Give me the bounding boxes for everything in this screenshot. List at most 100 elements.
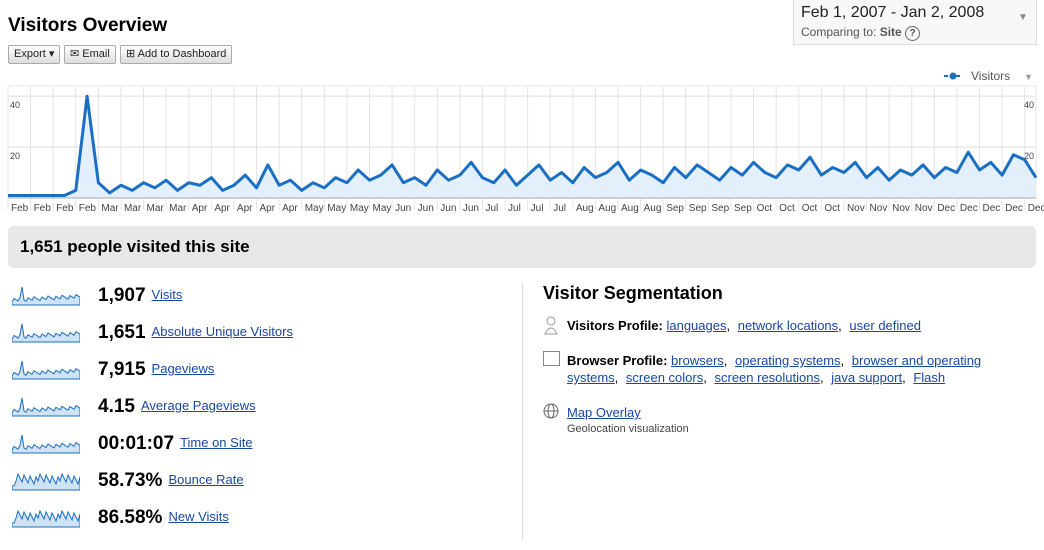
x-tick-label: May [372,203,391,214]
metric-row: 1,907 Visits [12,280,182,310]
x-tick-label: Nov [892,203,910,214]
legend-label: Visitors [971,69,1010,83]
x-tick-label: Dec [983,203,1001,214]
x-tick-label: Sep [666,203,684,214]
x-tick-label: Aug [598,203,616,214]
map-overlay-link[interactable]: Map Overlay [567,405,641,420]
sparkline [12,360,80,380]
x-tick-label: Jul [508,203,521,214]
segmentation-title: Visitor Segmentation [543,283,723,303]
browser-icon [543,351,560,366]
dashboard-button[interactable]: ⊞ Add to Dashboard [120,45,233,64]
comparing-value: Site [879,25,902,39]
link-list: languages network locations user defined [666,318,921,333]
x-tick-label: Feb [11,203,29,214]
x-tick-label: Feb [56,203,74,214]
x-tick-label: Jul [553,203,566,214]
metric-link[interactable]: Time on Site [180,435,253,450]
metric-value: 00:01:07 [98,432,175,454]
segment-link[interactable]: Flash [913,370,946,385]
y-tick-label: 20 [10,151,20,161]
metric-link[interactable]: Bounce Rate [168,472,244,487]
divider [522,282,523,540]
metric-row: 86.58% New Visits [12,502,229,532]
x-tick-label: Mar [147,203,165,214]
x-tick-label: Oct [757,203,773,214]
segment-link[interactable]: user defined [849,318,921,333]
browser-profile: Browser Profile: browsers operating syst… [567,352,1017,386]
person-icon [544,316,558,335]
sparkline [12,434,80,454]
sparkline-path [12,472,80,491]
segment-link[interactable]: languages [666,318,734,333]
segment-link[interactable]: operating systems [735,353,848,368]
metric-value: 7,915 [98,358,146,380]
metric-row: 7,915 Pageviews [12,354,214,384]
x-tick-label: May [327,203,346,214]
x-tick-label: Nov [847,203,865,214]
sparkline-path [12,360,80,380]
sparkline [12,286,80,306]
sparkline-path [12,509,80,528]
x-tick-label: Jul [485,203,498,214]
segment-link[interactable]: java support [831,370,909,385]
sparkline-path [12,323,80,343]
profile-label: Visitors Profile: [567,318,663,333]
x-tick-label: Apr [214,203,230,214]
metric-link[interactable]: Visits [151,287,183,302]
x-tick-label: Dec [1005,203,1023,214]
sparkline [12,397,80,417]
segment-link[interactable]: network locations [738,318,846,333]
email-button[interactable]: ✉ Email [64,45,116,64]
metric-value: 58.73% [98,469,163,491]
x-tick-label: May [350,203,369,214]
segment-link[interactable]: browsers [671,353,731,368]
segment-link[interactable]: screen colors [626,370,711,385]
x-tick-label: Apr [192,203,208,214]
metric-row: 1,651 Absolute Unique Visitors [12,317,293,347]
y-tick-label: 40 [10,100,20,110]
metric-row: 00:01:07 Time on Site [12,428,253,458]
dropdown-arrow[interactable]: ▼ [1018,12,1028,23]
segment-link[interactable]: browser and operating systems [567,353,981,385]
date-range: Feb 1, 2007 - Jan 2, 2008 [801,4,985,21]
x-tick-label: Apr [260,203,276,214]
x-tick-label: Sep [689,203,707,214]
chart: Feb Feb Feb Feb Mar Mar Mar Mar Apr Apr Apr Apr Apr M… [7,69,1044,214]
metric-link[interactable]: Absolute Unique Visitors [151,324,293,339]
globe-icon [543,403,559,419]
x-tick-label: May [305,203,324,214]
x-tick-label: Dec [1028,203,1044,214]
x-tick-label: Aug [621,203,639,214]
metric-link[interactable]: Average Pageviews [140,398,256,413]
metric-value: 86.58% [98,506,163,528]
y-tick-label: 40 [1024,100,1034,110]
sparkline [12,323,80,343]
export-button[interactable]: Export ▾ [8,45,61,64]
x-tick-label: Jun [418,203,434,214]
metric-link[interactable]: Pageviews [151,361,215,376]
metric-link[interactable]: New Visits [168,509,229,524]
x-tick-label: Feb [79,203,97,214]
comparing-label: Comparing to: [801,25,877,39]
date-range-picker[interactable]: Feb 1, 2007 - Jan 2, 2008 Comparing to: … [793,0,1037,45]
x-tick-label: Dec [937,203,955,214]
button-label: Export [14,48,46,60]
map-overlay-description: Geolocation visualization [567,423,689,435]
summary: 1,651 people visited this site [8,226,1036,268]
sparkline-path [12,286,80,306]
x-tick-label: Jun [463,203,479,214]
x-tick-label: Jul [531,203,544,214]
x-tick-label: Feb [34,203,52,214]
sparkline-path [12,397,80,417]
profile-label: Browser Profile: [567,353,668,368]
x-tick-label: Dec [960,203,978,214]
sparkline-path [12,434,80,454]
x-tick-label: Mar [101,203,119,214]
comparison: Comparing to: Site ? [801,25,921,41]
map-overlay: Map Overlay Geolocation visualization [567,404,1017,438]
segment-link[interactable]: screen resolutions [714,370,827,385]
x-tick-label: Sep [711,203,729,214]
help-icon[interactable]: ? [905,26,921,41]
